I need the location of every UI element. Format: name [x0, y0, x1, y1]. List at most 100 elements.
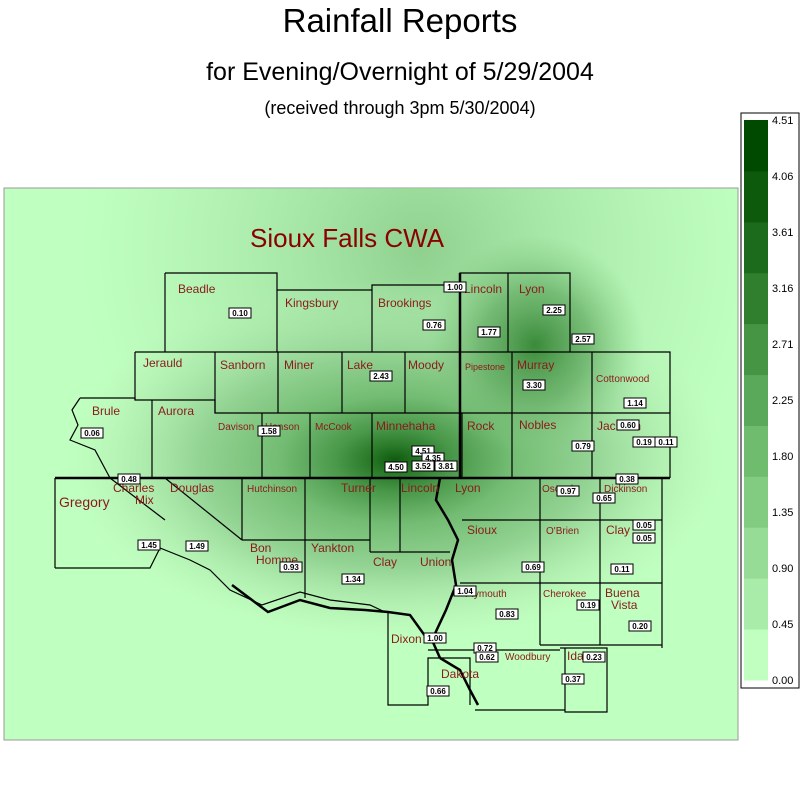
county-label: Minnehaha: [376, 419, 436, 433]
county-label: Nobles: [519, 418, 556, 432]
rainfall-value: 0.19: [580, 601, 596, 610]
county-label: Gregory: [59, 494, 110, 510]
county-label: O'Brien: [546, 526, 579, 537]
rainfall-report: 3.52: [411, 460, 435, 472]
county-label: Cottonwood: [596, 374, 649, 385]
rainfall-report: 0.83: [495, 608, 519, 620]
rainfall-value: 1.77: [481, 328, 497, 337]
rainfall-value: 0.48: [121, 475, 137, 484]
rainfall-value: 0.65: [596, 494, 612, 503]
county-label: Kingsbury: [285, 296, 338, 310]
map-title: Rainfall Reports: [282, 2, 518, 39]
county-label: Davison: [218, 422, 254, 433]
rainfall-value: 0.05: [636, 521, 652, 530]
rainfall-report: 3.81: [434, 460, 458, 472]
legend-tick-label: 0.90: [772, 563, 793, 575]
county-label: Lyon: [519, 282, 545, 296]
rainfall-value: 0.97: [560, 487, 576, 496]
county-label: Murray: [517, 358, 554, 372]
rainfall-report: 3.30: [522, 379, 546, 391]
rainfall-value: 0.72: [477, 644, 493, 653]
rainfall-value: 2.43: [373, 372, 389, 381]
county-label: Ida: [567, 649, 584, 663]
county-label: Beadle: [178, 282, 216, 296]
legend-tick-label: 2.25: [772, 395, 793, 407]
legend-tick-label: 4.06: [772, 171, 793, 183]
rainfall-report: 0.06: [80, 427, 104, 439]
county-label: Brookings: [378, 296, 431, 310]
rainfall-value: 0.11: [614, 565, 630, 574]
rainfall-value: 0.10: [232, 309, 248, 318]
rainfall-report: 0.69: [521, 561, 545, 573]
county-label: Clay: [606, 523, 630, 537]
rainfall-report: 0.19: [632, 436, 656, 448]
rainfall-value: 0.62: [479, 653, 495, 662]
legend-swatch: [744, 170, 768, 223]
map-note: (received through 3pm 5/30/2004): [264, 98, 536, 118]
rainfall-report: 1.00: [443, 281, 467, 293]
county-label: Pipestone: [465, 362, 505, 372]
rainfall-value: 0.83: [499, 610, 515, 619]
rainfall-value: 1.58: [261, 427, 277, 436]
rainfall-report: 0.76: [422, 319, 446, 331]
county-label: Dixon: [391, 632, 422, 646]
county-label: Dickinson: [604, 484, 647, 495]
county-label: Clay: [373, 555, 397, 569]
rainfall-value: 0.06: [84, 429, 100, 438]
county-label: Buena Vista: [605, 586, 640, 612]
legend-tick-label: 0.45: [772, 619, 793, 631]
rainfall-report: 0.97: [556, 485, 580, 497]
county-label: Sioux: [467, 523, 497, 537]
rainfall-value: 0.19: [636, 438, 652, 447]
rainfall-value: 1.49: [189, 542, 205, 551]
rainfall-value: 4.35: [425, 454, 441, 463]
county-label: Miner: [284, 358, 314, 372]
county-label: Aurora: [158, 404, 194, 418]
rainfall-report: 0.48: [117, 473, 141, 485]
rainfall-report: 0.93: [279, 561, 303, 573]
rainfall-report: 1.45: [137, 539, 161, 551]
rainfall-value: 0.76: [426, 321, 442, 330]
county-label: Lincoln: [401, 481, 439, 495]
cwa-label: Sioux Falls CWA: [250, 223, 445, 253]
rainfall-value: 0.37: [565, 675, 581, 684]
rainfall-report: 0.11: [610, 563, 634, 575]
rainfall-value: 1.00: [427, 634, 443, 643]
legend: 4.51 4.06 3.61 3.16 2.71 2.25 1.80 1.35 0.90 0.45…: [740, 112, 800, 689]
county-label: McCook: [315, 422, 353, 433]
legend-tick-label: 1.80: [772, 451, 793, 463]
rainfall-value: 1.04: [457, 587, 473, 596]
county-label: Sanborn: [220, 358, 265, 372]
rainfall-value: 1.00: [447, 283, 463, 292]
legend-swatch: [744, 323, 768, 376]
county-label: Douglas: [170, 481, 214, 495]
county-label: Woodbury: [505, 652, 550, 663]
legend-swatch: [744, 578, 768, 630]
county-label: Cherokee: [543, 589, 587, 600]
rainfall-report: 2.25: [542, 304, 566, 316]
rainfall-report: 0.79: [571, 440, 595, 452]
county-label: Dakota: [441, 667, 479, 681]
county-label: Rock: [467, 419, 495, 433]
rainfall-report: 1.34: [341, 573, 365, 585]
rainfall-report: 0.11: [654, 436, 678, 448]
county-label: Lake: [347, 358, 373, 372]
rainfall-value: 0.60: [620, 421, 636, 430]
rainfall-value: 1.14: [627, 399, 643, 408]
rainfall-value: 0.93: [283, 563, 299, 572]
rainfall-value: 0.11: [658, 438, 674, 447]
rainfall-report: 1.58: [257, 425, 281, 437]
rainfall-report: 0.05: [632, 532, 656, 544]
county-label: Hanson: [265, 422, 299, 433]
rainfall-report: 1.00: [423, 632, 447, 644]
legend-swatch: [744, 272, 768, 325]
state-borders: [55, 273, 670, 706]
legend-tick-label: 3.16: [772, 283, 793, 295]
county-label: Jerauld: [143, 356, 182, 370]
rainfall-report: 0.20: [628, 620, 652, 632]
rainfall-value: 0.23: [586, 653, 602, 662]
legend-swatch: [744, 476, 768, 528]
rainfall-value: 4.50: [388, 463, 404, 472]
legend-swatch: [744, 221, 768, 274]
